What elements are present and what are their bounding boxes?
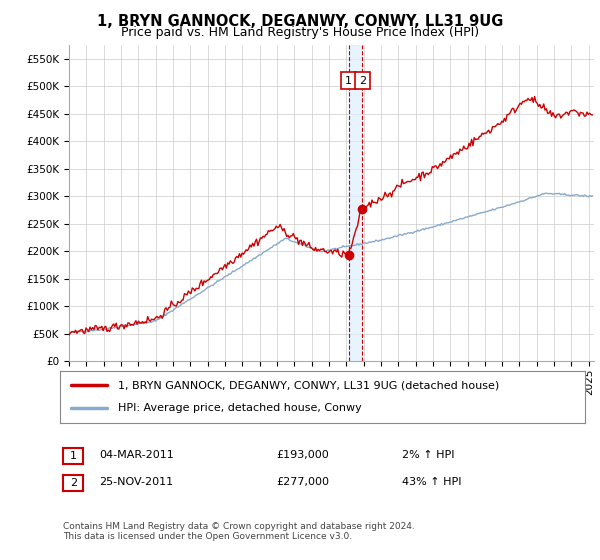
Text: 1: 1 — [70, 451, 77, 461]
Text: 43% ↑ HPI: 43% ↑ HPI — [402, 477, 461, 487]
Text: Contains HM Land Registry data © Crown copyright and database right 2024.
This d: Contains HM Land Registry data © Crown c… — [63, 522, 415, 542]
Text: Price paid vs. HM Land Registry's House Price Index (HPI): Price paid vs. HM Land Registry's House … — [121, 26, 479, 39]
Text: 04-MAR-2011: 04-MAR-2011 — [99, 450, 174, 460]
Text: £277,000: £277,000 — [276, 477, 329, 487]
Text: 1, BRYN GANNOCK, DEGANWY, CONWY, LL31 9UG (detached house): 1, BRYN GANNOCK, DEGANWY, CONWY, LL31 9U… — [118, 380, 499, 390]
Text: 1, BRYN GANNOCK, DEGANWY, CONWY, LL31 9UG: 1, BRYN GANNOCK, DEGANWY, CONWY, LL31 9U… — [97, 14, 503, 29]
Text: £193,000: £193,000 — [276, 450, 329, 460]
Text: 2: 2 — [359, 76, 366, 86]
Text: 2: 2 — [70, 478, 77, 488]
Text: HPI: Average price, detached house, Conwy: HPI: Average price, detached house, Conw… — [118, 403, 361, 413]
Text: 1: 1 — [345, 76, 352, 86]
Text: 25-NOV-2011: 25-NOV-2011 — [99, 477, 173, 487]
Text: 2% ↑ HPI: 2% ↑ HPI — [402, 450, 455, 460]
Bar — [349, 45, 362, 361]
